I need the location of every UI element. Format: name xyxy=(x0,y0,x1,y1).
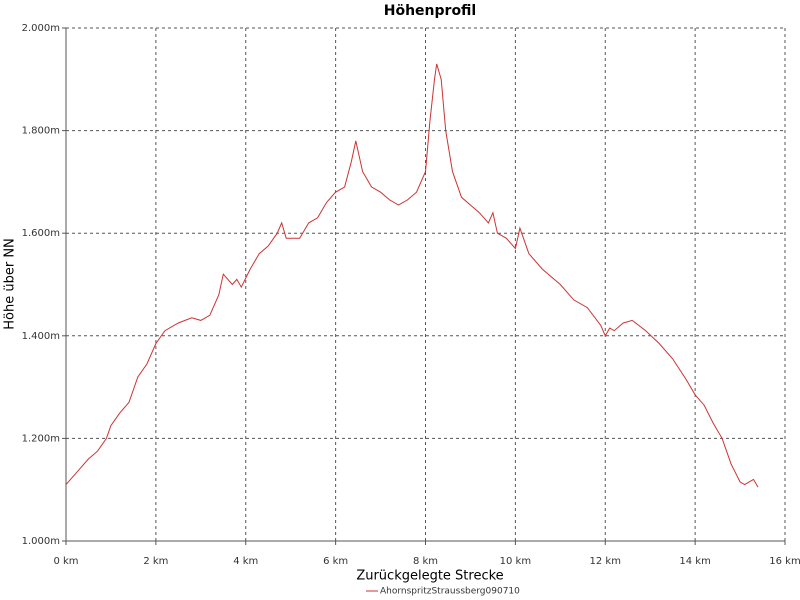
x-tick-label: 2 km xyxy=(143,556,168,567)
y-tick-label: 1.600m xyxy=(22,228,60,239)
y-tick-label: 1.000m xyxy=(22,536,60,547)
x-tick-label: 14 km xyxy=(679,556,710,567)
y-tick-label: 1.200m xyxy=(22,433,60,444)
y-tick-label: 2.000m xyxy=(22,23,60,34)
y-tick-label: 1.400m xyxy=(22,331,60,342)
chart-title: Höhenprofil xyxy=(384,3,476,19)
x-axis-label: Zurückgelegte Strecke xyxy=(356,569,503,584)
elevation-line xyxy=(65,63,759,488)
x-tick-label: 0 km xyxy=(53,556,78,567)
x-tick-label: 8 km xyxy=(413,556,438,567)
x-tick-label: 6 km xyxy=(323,556,348,567)
y-tick-label: 1.800m xyxy=(22,126,60,137)
x-tick-label: 16 km xyxy=(769,556,800,567)
x-tick-label: 12 km xyxy=(590,556,621,567)
plot-area xyxy=(66,28,785,541)
legend-label: AhornspritzStraussberg090710 xyxy=(380,587,520,597)
x-tick-label: 4 km xyxy=(233,556,258,567)
x-tick-label: 10 km xyxy=(500,556,531,567)
y-axis-label: Höhe über NN xyxy=(3,238,18,330)
